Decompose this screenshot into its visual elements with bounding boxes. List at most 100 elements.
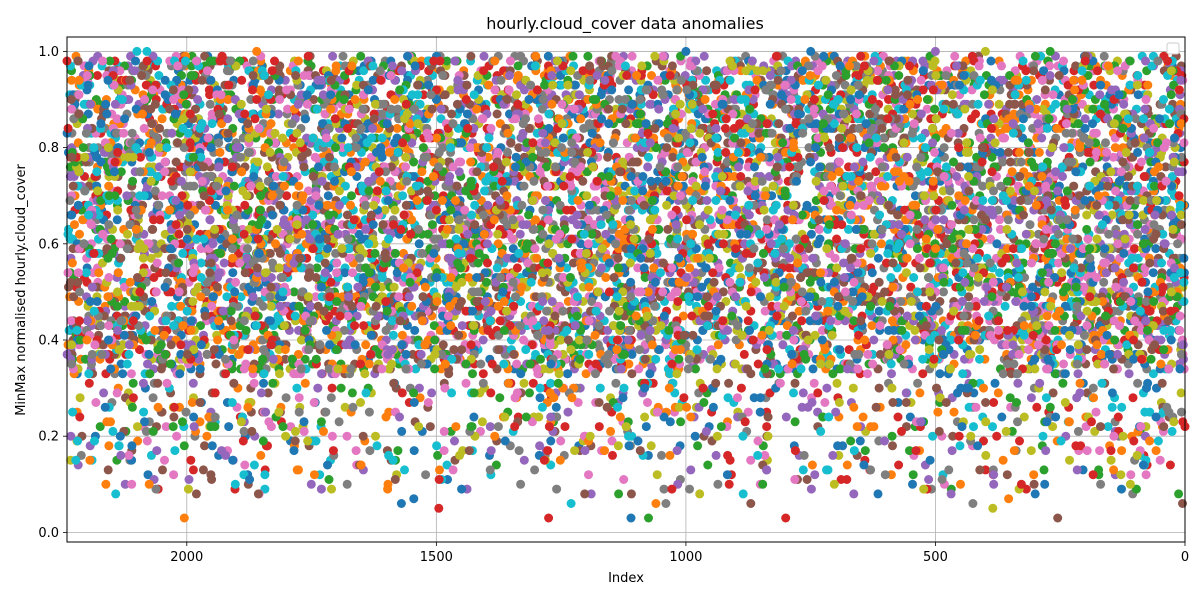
data-point	[196, 258, 206, 268]
data-point	[1037, 133, 1047, 143]
data-point	[1079, 330, 1089, 340]
data-point	[328, 51, 338, 61]
data-point	[266, 301, 276, 311]
data-point	[195, 364, 205, 374]
data-point	[583, 51, 593, 61]
data-point	[430, 364, 440, 374]
data-point	[371, 282, 380, 292]
data-point	[816, 277, 826, 287]
data-point	[922, 95, 932, 104]
data-point	[793, 95, 803, 104]
data-point	[582, 191, 592, 201]
data-point	[63, 268, 73, 278]
data-point	[813, 133, 823, 143]
data-point	[531, 51, 541, 61]
data-point	[864, 172, 874, 181]
data-point	[512, 90, 521, 100]
data-point	[688, 330, 698, 340]
data-point	[483, 258, 492, 268]
data-point	[338, 51, 348, 61]
data-point	[884, 95, 893, 104]
data-point	[146, 253, 156, 263]
data-point	[414, 239, 424, 249]
data-point	[788, 311, 797, 321]
data-point	[896, 297, 906, 306]
data-point	[454, 167, 464, 177]
data-point	[603, 152, 613, 162]
data-point	[124, 349, 134, 359]
data-point	[778, 340, 788, 350]
data-point	[342, 282, 352, 292]
data-point	[702, 196, 712, 205]
data-point	[1130, 244, 1139, 254]
data-point	[834, 157, 844, 167]
data-point	[1133, 90, 1143, 100]
data-point	[96, 321, 106, 331]
data-point	[568, 258, 578, 268]
data-point	[907, 128, 917, 138]
data-point	[693, 292, 703, 302]
data-point	[662, 200, 672, 210]
data-point	[1179, 297, 1189, 306]
data-point	[515, 229, 525, 239]
data-point	[347, 191, 356, 201]
data-point	[645, 369, 655, 379]
data-point	[519, 335, 528, 345]
data-points	[62, 46, 1190, 523]
data-point	[1139, 196, 1149, 205]
data-point	[623, 335, 633, 345]
data-point	[237, 75, 247, 85]
data-point	[312, 263, 322, 273]
data-point	[695, 220, 704, 230]
data-point	[205, 99, 215, 109]
data-point	[995, 268, 1005, 278]
data-point	[800, 253, 810, 263]
data-point	[953, 128, 963, 138]
data-point	[887, 369, 896, 379]
data-point	[767, 191, 777, 201]
data-point	[691, 364, 700, 374]
data-point	[75, 229, 84, 239]
data-point	[782, 321, 792, 331]
data-point	[1000, 301, 1010, 311]
data-point	[478, 369, 488, 379]
data-point	[388, 330, 398, 340]
data-point	[1108, 152, 1118, 162]
data-point	[149, 215, 158, 225]
data-point	[668, 152, 678, 162]
data-point	[678, 311, 688, 321]
data-point	[380, 205, 390, 215]
data-point	[964, 292, 974, 302]
data-point	[1083, 234, 1093, 244]
data-point	[484, 80, 494, 90]
data-point	[939, 287, 948, 297]
data-point	[547, 297, 557, 306]
data-point	[212, 282, 222, 292]
data-point	[874, 306, 884, 316]
data-point	[992, 239, 1002, 249]
data-point	[630, 133, 640, 143]
data-point	[775, 330, 785, 340]
data-point	[73, 200, 83, 210]
data-point	[821, 75, 831, 85]
data-point	[516, 369, 526, 379]
data-point	[735, 181, 745, 191]
data-point	[427, 220, 437, 230]
data-point	[335, 311, 345, 321]
data-point	[120, 297, 130, 306]
data-point	[1045, 61, 1055, 71]
data-point	[621, 119, 631, 129]
data-point	[1161, 162, 1171, 172]
data-point	[832, 205, 842, 215]
data-point	[506, 138, 516, 148]
data-point	[124, 95, 134, 104]
data-point	[478, 335, 488, 345]
data-point	[280, 354, 290, 364]
data-point	[73, 56, 83, 66]
data-point	[798, 75, 808, 85]
data-point	[782, 330, 792, 340]
data-point	[894, 71, 904, 80]
data-point	[92, 297, 102, 306]
data-point	[473, 258, 483, 268]
